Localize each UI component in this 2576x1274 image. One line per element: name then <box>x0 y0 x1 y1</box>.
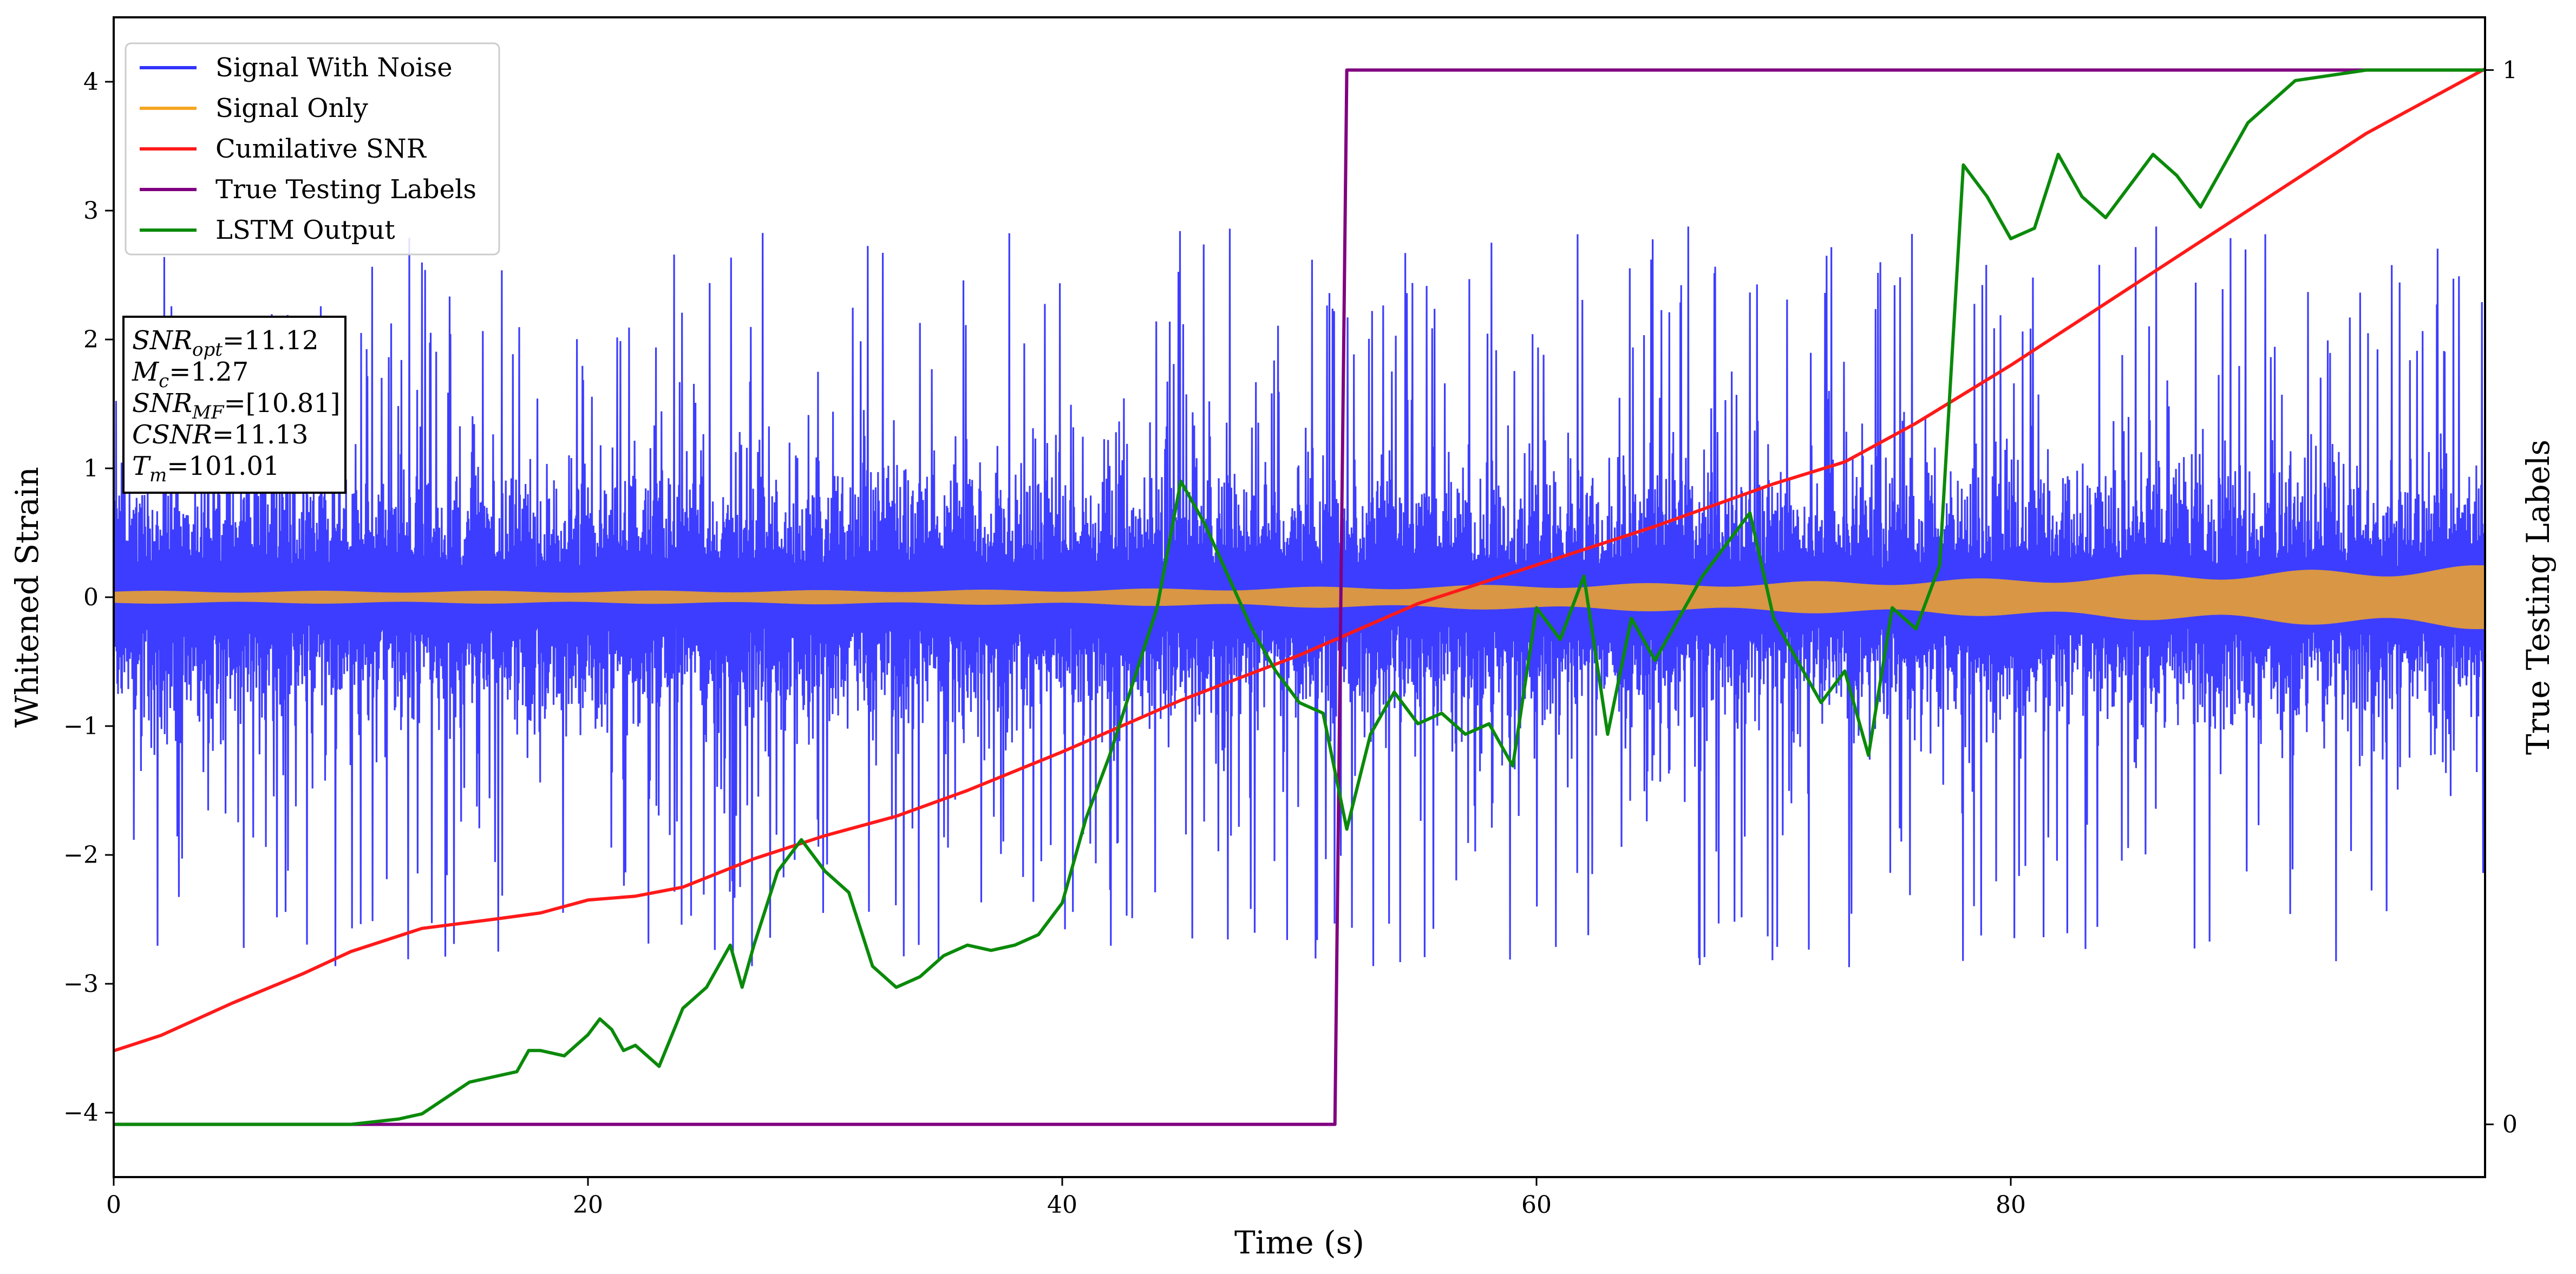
y-tick-label: 2 <box>83 326 99 354</box>
parameter-line: Mc=1.27 <box>132 357 249 392</box>
x-tick-label: 20 <box>573 1191 603 1219</box>
x-axis-title: Time (s) <box>1234 1224 1364 1261</box>
parameter-line: SNRMF=[10.81] <box>132 388 341 423</box>
y-tick-label: 4 <box>83 68 99 96</box>
legend-box <box>125 42 500 256</box>
legend-label: Signal Only <box>215 93 368 123</box>
series-lstm-output <box>114 68 2485 1126</box>
x-tick-label: 80 <box>1996 1191 2026 1219</box>
y-tick-label: −3 <box>63 970 99 998</box>
series-signal-with-noise <box>114 226 2485 968</box>
x-tick-label: 0 <box>106 1191 121 1219</box>
plot-area <box>114 67 2485 1126</box>
series-signal-only <box>114 565 2485 630</box>
y2-axis-title: True Testing Labels <box>2520 440 2557 755</box>
legend: Signal With Noise Signal Only Cumilative S… <box>125 42 500 256</box>
legend-label: Signal With Noise <box>215 53 453 83</box>
parameter-box: SNRopt=11.12Mc=1.27SNRMF=[10.81]CSNR=11.… <box>122 316 346 494</box>
series-cumilative-snr <box>114 67 2485 1053</box>
parameter-line: SNRopt=11.12 <box>132 325 319 361</box>
y-tick-label: −2 <box>63 841 99 869</box>
y-tick-label: 1 <box>83 455 99 482</box>
y2-tick-label: 0 <box>2502 1111 2518 1139</box>
parameter-box-frame <box>122 316 346 494</box>
x-tick-label: 60 <box>1521 1191 1552 1219</box>
parameter-line: Tm=101.01 <box>132 451 279 486</box>
y-tick-label: 3 <box>83 197 99 225</box>
legend-label: Cumilative SNR <box>215 134 427 164</box>
y-tick-label: −1 <box>63 713 99 740</box>
parameter-line: CSNR=11.13 <box>132 420 308 450</box>
legend-label: LSTM Output <box>215 215 395 245</box>
y-tick-label: 0 <box>83 584 99 611</box>
x-tick-label: 40 <box>1047 1191 1077 1219</box>
y-axis-title: Whitened Strain <box>9 467 45 728</box>
legend-label: True Testing Labels <box>215 174 476 205</box>
y-tick-label: −4 <box>63 1099 99 1127</box>
series-true-testing-labels <box>114 68 2485 1126</box>
y2-tick-label: 1 <box>2502 56 2518 84</box>
